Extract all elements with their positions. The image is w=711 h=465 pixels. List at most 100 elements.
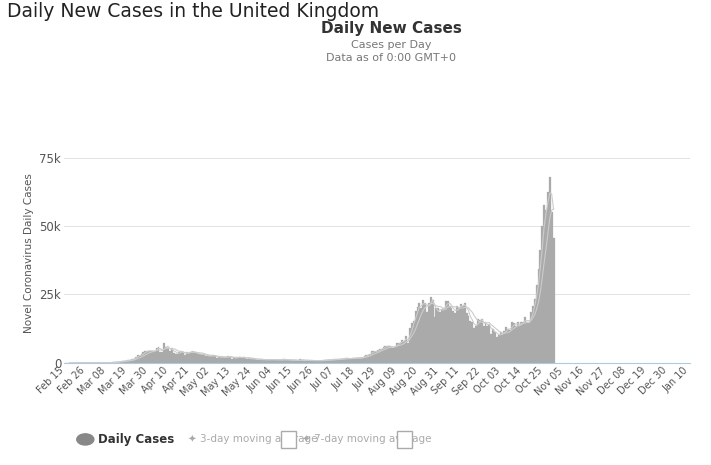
- Bar: [458, 307, 460, 363]
- Bar: [333, 359, 336, 363]
- Bar: [397, 343, 400, 363]
- Bar: [231, 359, 233, 363]
- Bar: [445, 301, 447, 363]
- Bar: [190, 352, 191, 363]
- Bar: [142, 352, 144, 363]
- Bar: [434, 318, 435, 363]
- Bar: [346, 359, 348, 363]
- Bar: [541, 226, 543, 363]
- Bar: [354, 358, 356, 363]
- Bar: [114, 362, 116, 363]
- Bar: [503, 331, 506, 363]
- Bar: [411, 323, 413, 363]
- Bar: [368, 354, 369, 363]
- Text: Daily New Cases in the United Kingdom: Daily New Cases in the United Kingdom: [7, 2, 379, 21]
- Bar: [534, 299, 535, 363]
- Bar: [324, 360, 326, 363]
- Bar: [320, 360, 322, 363]
- Bar: [165, 347, 167, 363]
- Bar: [447, 301, 449, 363]
- Bar: [540, 250, 541, 363]
- Bar: [241, 358, 242, 363]
- Bar: [437, 308, 439, 363]
- Bar: [222, 358, 224, 363]
- Bar: [351, 359, 352, 363]
- Bar: [124, 361, 125, 363]
- Bar: [383, 347, 385, 363]
- Bar: [380, 349, 383, 363]
- Bar: [245, 359, 247, 363]
- Bar: [356, 358, 358, 363]
- Bar: [131, 359, 133, 363]
- Bar: [429, 297, 432, 363]
- Bar: [407, 343, 409, 363]
- Bar: [509, 330, 511, 363]
- Bar: [435, 308, 437, 363]
- Bar: [345, 358, 346, 363]
- Bar: [161, 352, 164, 363]
- Bar: [122, 361, 124, 363]
- Text: Data as of 0:00 GMT+0: Data as of 0:00 GMT+0: [326, 53, 456, 64]
- Bar: [207, 356, 208, 363]
- Bar: [277, 360, 279, 363]
- Bar: [313, 360, 314, 363]
- Bar: [528, 323, 530, 363]
- Bar: [474, 328, 475, 363]
- Bar: [405, 336, 407, 363]
- Bar: [523, 322, 524, 363]
- Bar: [526, 322, 528, 363]
- Bar: [336, 359, 337, 363]
- Text: ✦ 7-day moving average: ✦ 7-day moving average: [302, 434, 432, 445]
- Bar: [483, 326, 485, 363]
- Bar: [494, 332, 496, 363]
- Bar: [301, 360, 303, 363]
- Bar: [199, 354, 201, 363]
- Bar: [341, 359, 343, 363]
- Bar: [214, 356, 216, 363]
- Bar: [360, 358, 362, 363]
- Bar: [196, 353, 197, 363]
- Bar: [358, 358, 360, 363]
- Bar: [515, 326, 517, 363]
- Bar: [263, 360, 265, 363]
- Bar: [471, 323, 474, 363]
- Bar: [197, 354, 199, 363]
- Bar: [119, 362, 122, 363]
- Bar: [233, 358, 235, 363]
- Bar: [339, 359, 341, 363]
- Bar: [279, 360, 280, 363]
- Bar: [144, 351, 146, 363]
- Bar: [314, 361, 316, 363]
- Bar: [402, 340, 403, 363]
- Bar: [296, 360, 297, 363]
- Bar: [159, 352, 161, 363]
- Bar: [230, 357, 231, 363]
- Bar: [273, 360, 274, 363]
- Bar: [188, 353, 190, 363]
- Bar: [171, 348, 173, 363]
- Bar: [319, 361, 320, 363]
- Bar: [203, 354, 205, 363]
- Bar: [486, 326, 488, 363]
- Bar: [307, 360, 309, 363]
- Bar: [125, 361, 127, 363]
- Bar: [506, 327, 507, 363]
- Bar: [252, 359, 254, 363]
- Bar: [551, 213, 552, 363]
- Bar: [518, 326, 520, 363]
- Bar: [288, 360, 290, 363]
- Bar: [454, 313, 456, 363]
- Bar: [248, 358, 250, 363]
- Bar: [413, 321, 415, 363]
- Bar: [424, 303, 426, 363]
- Bar: [148, 351, 150, 363]
- Bar: [294, 360, 296, 363]
- Bar: [242, 357, 245, 363]
- Bar: [491, 334, 492, 363]
- Bar: [369, 353, 371, 363]
- Bar: [363, 356, 365, 363]
- Bar: [191, 351, 193, 363]
- Bar: [181, 351, 182, 363]
- Bar: [428, 303, 429, 363]
- Bar: [432, 300, 434, 363]
